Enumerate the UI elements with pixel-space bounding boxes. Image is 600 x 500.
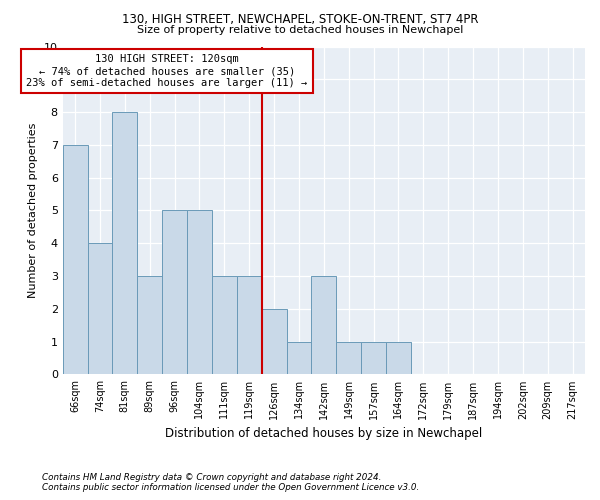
Bar <box>137 276 162 374</box>
Bar <box>212 276 237 374</box>
Text: 130, HIGH STREET, NEWCHAPEL, STOKE-ON-TRENT, ST7 4PR: 130, HIGH STREET, NEWCHAPEL, STOKE-ON-TR… <box>122 12 478 26</box>
Bar <box>187 210 212 374</box>
Bar <box>386 342 411 374</box>
X-axis label: Distribution of detached houses by size in Newchapel: Distribution of detached houses by size … <box>165 427 482 440</box>
Bar <box>162 210 187 374</box>
Bar <box>112 112 137 374</box>
Text: Size of property relative to detached houses in Newchapel: Size of property relative to detached ho… <box>137 25 463 35</box>
Bar <box>361 342 386 374</box>
Bar <box>336 342 361 374</box>
Text: Contains public sector information licensed under the Open Government Licence v3: Contains public sector information licen… <box>42 484 419 492</box>
Y-axis label: Number of detached properties: Number of detached properties <box>28 123 38 298</box>
Bar <box>262 309 287 374</box>
Text: Contains HM Land Registry data © Crown copyright and database right 2024.: Contains HM Land Registry data © Crown c… <box>42 474 382 482</box>
Bar <box>237 276 262 374</box>
Bar <box>311 276 336 374</box>
Text: 130 HIGH STREET: 120sqm
← 74% of detached houses are smaller (35)
23% of semi-de: 130 HIGH STREET: 120sqm ← 74% of detache… <box>26 54 308 88</box>
Bar <box>287 342 311 374</box>
Bar <box>62 145 88 374</box>
Bar <box>88 244 112 374</box>
